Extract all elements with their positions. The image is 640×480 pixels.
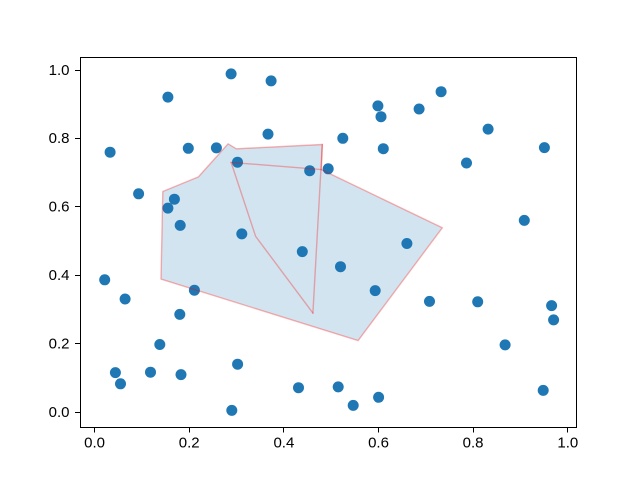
svg-text:0.4: 0.4 bbox=[273, 435, 294, 452]
svg-text:1.0: 1.0 bbox=[49, 62, 70, 79]
svg-text:0.8: 0.8 bbox=[463, 435, 484, 452]
svg-text:0.0: 0.0 bbox=[84, 435, 105, 452]
svg-text:0.6: 0.6 bbox=[49, 199, 70, 216]
svg-text:0.4: 0.4 bbox=[49, 267, 70, 284]
svg-text:0.6: 0.6 bbox=[368, 435, 389, 452]
svg-text:0.8: 0.8 bbox=[49, 130, 70, 147]
svg-text:1.0: 1.0 bbox=[557, 435, 578, 452]
svg-text:0.2: 0.2 bbox=[49, 336, 70, 353]
svg-text:0.2: 0.2 bbox=[179, 435, 200, 452]
svg-text:0.0: 0.0 bbox=[49, 404, 70, 421]
